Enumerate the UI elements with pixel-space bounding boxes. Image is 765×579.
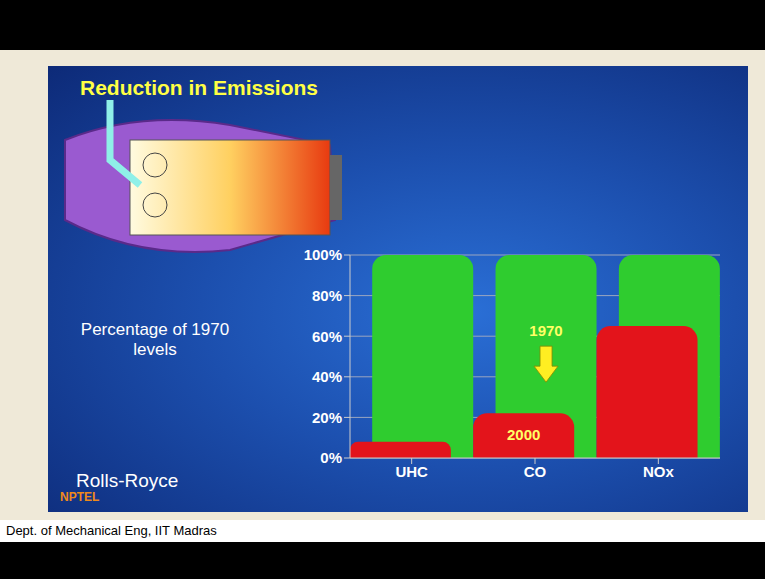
svg-text:20%: 20% (312, 409, 342, 426)
svg-text:60%: 60% (312, 328, 342, 345)
svg-text:2000: 2000 (507, 426, 540, 443)
html-text:Reduction in Emissions: Reduction in Emissions (80, 76, 318, 99)
html-text:NPTEL: NPTEL (60, 490, 100, 504)
html-text:Dept. of Mechanical Eng, IIT M: Dept. of Mechanical Eng, IIT Madras (6, 523, 217, 538)
svg-text:NOx: NOx (643, 463, 675, 480)
svg-text:80%: 80% (312, 287, 342, 304)
svg-text:40%: 40% (312, 368, 342, 385)
html-text:Rolls-Royce: Rolls-Royce (76, 470, 179, 491)
svg-text:1970: 1970 (529, 322, 562, 339)
html-text:Percentage of 1970 levels: Percentage of 1970 levels (80, 320, 230, 359)
svg-text:0%: 0% (320, 449, 342, 466)
svg-text:100%: 100% (304, 246, 342, 263)
svg-text:UHC: UHC (395, 463, 428, 480)
svg-text:CO: CO (524, 463, 547, 480)
